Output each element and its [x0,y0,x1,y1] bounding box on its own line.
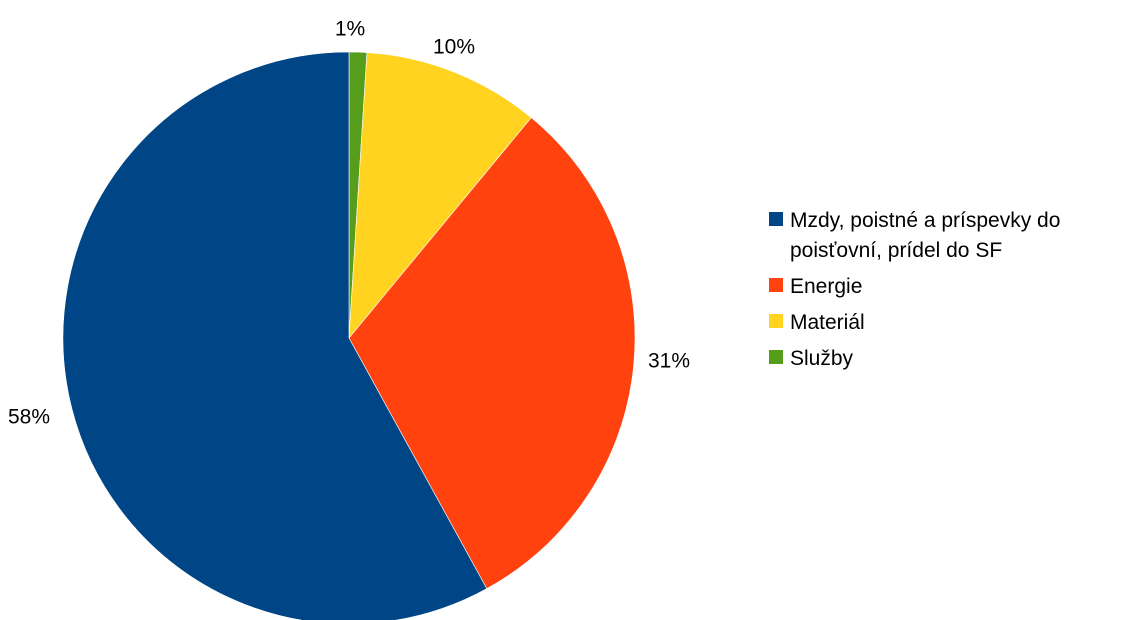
pie-value-label-3: 1% [335,18,365,41]
legend-item-0: Mzdy, poistné a príspevky do poisťovní, … [769,206,1131,266]
pie-slice-0 [62,51,488,620]
legend-item-2: Materiál [769,308,1131,338]
legend-label: Mzdy, poistné a príspevky do poisťovní, … [790,209,1061,262]
legend-label: Služby [790,347,854,370]
legend-swatch [769,314,783,328]
legend-swatch [769,350,783,364]
pie-labels: 1% 10% 31% 58% [8,18,690,429]
pie-slices [62,51,636,620]
legend-swatch [769,278,783,292]
pie-slice-2 [348,52,532,339]
legend-label: Materiál [790,311,865,334]
legend-item-3: Služby [769,344,1131,374]
legend-item-1: Energie [769,272,1131,302]
pie-value-label-2: 10% [433,36,475,59]
pie-chart: 1% 10% 31% 58% [8,18,690,620]
pie-value-label-1: 31% [648,350,690,373]
legend-swatch [769,212,783,226]
legend-label: Energie [790,275,863,298]
pie-slice-1 [348,117,636,590]
pie-value-label-0: 58% [8,406,50,429]
legend: Mzdy, poistné a príspevky do poisťovní, … [769,206,1131,380]
